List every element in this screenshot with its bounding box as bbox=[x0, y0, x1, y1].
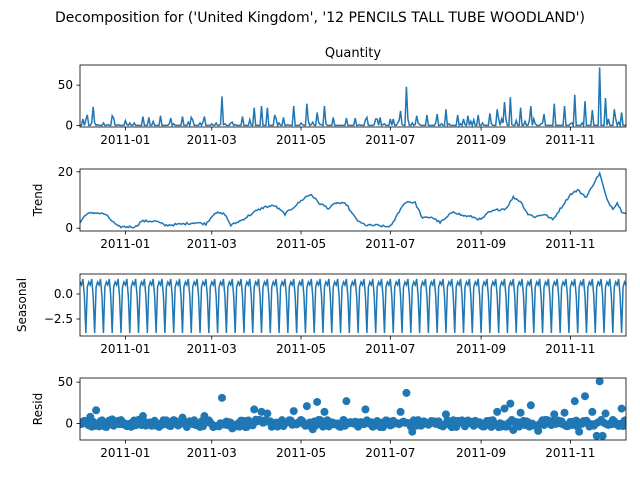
x-tick-label: 2011-07 bbox=[365, 237, 415, 251]
resid-point bbox=[302, 402, 311, 411]
x-tick-label: 2011-09 bbox=[456, 342, 506, 356]
resid-point bbox=[588, 407, 597, 416]
quantity-plot-area bbox=[80, 67, 626, 127]
resid-point bbox=[313, 397, 322, 406]
quantity-axes-frame bbox=[79, 64, 627, 128]
resid-point bbox=[361, 405, 370, 414]
x-tick-label: 2011-01 bbox=[100, 446, 150, 460]
x-tick-label: 2011-03 bbox=[187, 237, 237, 251]
resid-point bbox=[516, 408, 525, 417]
trend-ylabel: Trend bbox=[31, 184, 45, 218]
resid-point bbox=[408, 427, 417, 436]
resid-point bbox=[550, 410, 559, 419]
x-tick-label: 2011-11 bbox=[545, 133, 595, 147]
resid-point bbox=[570, 397, 579, 406]
trend-series-line bbox=[80, 170, 626, 229]
x-tick-label: 2011-09 bbox=[456, 133, 506, 147]
y-tick-label: 0.0 bbox=[54, 287, 73, 301]
x-tick-label: 2011-07 bbox=[365, 133, 415, 147]
seasonal-plot-area bbox=[80, 278, 626, 334]
x-tick-label: 2011-01 bbox=[100, 237, 150, 251]
y-tick-label: 0 bbox=[65, 221, 73, 235]
x-tick-label: 2011-05 bbox=[276, 342, 326, 356]
resid-point bbox=[320, 407, 329, 416]
y-tick-label: 0 bbox=[65, 416, 73, 430]
panel-seasonal: 2011-01 2011-03 2011-05 2011-07 2011-09 2011-… bbox=[15, 273, 627, 356]
x-tick-label: 2011-05 bbox=[276, 133, 326, 147]
trend-axes-frame bbox=[79, 168, 627, 232]
resid-point bbox=[526, 401, 535, 410]
panel-resid: 2011-01 2011-03 2011-05 2011-07 2011-09 2011-… bbox=[31, 375, 627, 460]
x-tick-label: 2011-05 bbox=[276, 446, 326, 460]
x-tick-label: 2011-03 bbox=[187, 446, 237, 460]
resid-point bbox=[92, 406, 101, 415]
y-tick-label: 50 bbox=[58, 375, 73, 389]
resid-plot-area bbox=[80, 378, 626, 440]
x-tick-label: 2011-01 bbox=[100, 342, 150, 356]
resid-point bbox=[217, 393, 226, 402]
panel-trend: 2011-01 2011-03 2011-05 2011-07 2011-09 2011-… bbox=[31, 165, 627, 251]
x-tick-label: 2011-01 bbox=[100, 133, 150, 147]
resid-point bbox=[342, 397, 351, 406]
x-tick-label: 2011-03 bbox=[187, 133, 237, 147]
resid-point bbox=[250, 405, 259, 414]
resid-point bbox=[560, 408, 569, 417]
resid-point bbox=[617, 404, 626, 413]
resid-point bbox=[534, 426, 543, 435]
x-tick-label: 2011-03 bbox=[187, 342, 237, 356]
seasonal-axes-frame bbox=[79, 273, 627, 337]
x-tick-label: 2011-09 bbox=[456, 446, 506, 460]
resid-point bbox=[493, 407, 502, 416]
resid-point bbox=[592, 431, 601, 440]
x-tick-label: 2011-11 bbox=[545, 237, 595, 251]
seasonal-series-line bbox=[80, 278, 626, 334]
resid-ylabel: Resid bbox=[31, 393, 45, 425]
resid-point bbox=[441, 410, 450, 419]
resid-point bbox=[622, 416, 626, 425]
seasonal-ylabel: Seasonal bbox=[15, 278, 29, 332]
x-tick-label: 2011-07 bbox=[365, 342, 415, 356]
y-tick-label: 20 bbox=[58, 165, 73, 179]
resid-point bbox=[402, 388, 411, 397]
x-tick-label: 2011-05 bbox=[276, 237, 326, 251]
y-tick-label: −2.5 bbox=[44, 312, 73, 326]
figure-suptitle: Decomposition for ('United Kingdom', '12… bbox=[55, 10, 585, 26]
resid-point bbox=[595, 378, 604, 386]
resid-point bbox=[581, 392, 590, 401]
y-tick-label: 0 bbox=[65, 118, 73, 132]
resid-point bbox=[601, 409, 610, 418]
resid-point bbox=[506, 399, 515, 408]
resid-point bbox=[575, 427, 584, 436]
quantity-series-line bbox=[80, 67, 626, 127]
trend-plot-area bbox=[80, 170, 626, 229]
y-tick-label: 50 bbox=[58, 78, 73, 92]
x-tick-label: 2011-09 bbox=[456, 237, 506, 251]
x-tick-label: 2011-11 bbox=[545, 446, 595, 460]
quantity-title: Quantity bbox=[325, 46, 381, 61]
resid-point bbox=[289, 407, 298, 416]
resid-point bbox=[396, 407, 405, 416]
resid-point bbox=[263, 409, 272, 418]
panel-quantity: 2011-01 2011-03 2011-05 2011-07 2011-09 2011-… bbox=[58, 46, 627, 147]
x-tick-label: 2011-07 bbox=[365, 446, 415, 460]
x-tick-label: 2011-11 bbox=[545, 342, 595, 356]
resid-axes-frame bbox=[79, 377, 627, 441]
resid-point bbox=[598, 431, 607, 440]
resid-point bbox=[500, 404, 509, 413]
